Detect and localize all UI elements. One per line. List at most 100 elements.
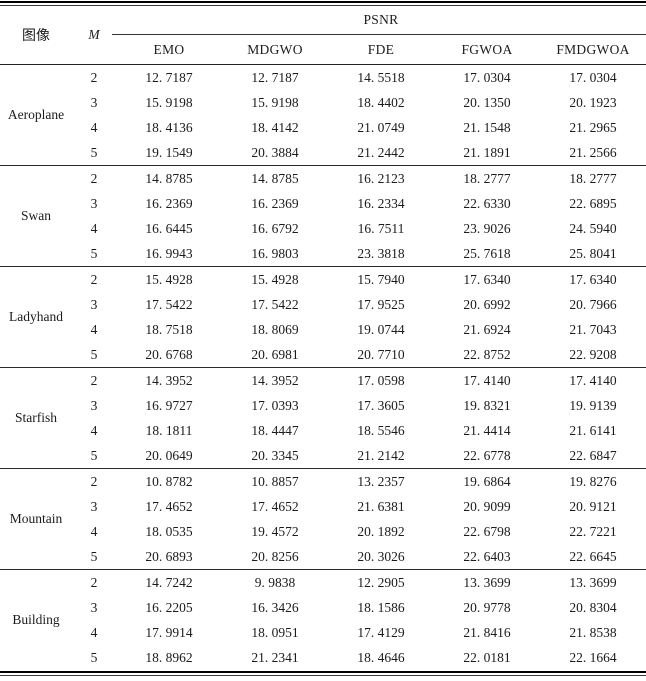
psnr-value: 21. 0749 — [357, 119, 405, 135]
psnr-value: 16. 9803 — [251, 245, 299, 261]
psnr-value: 17. 6340 — [463, 271, 511, 287]
image-name-label: Starfish — [15, 410, 57, 425]
column-header-emo: EMO — [153, 41, 185, 57]
column-header-fgwoa: FGWOA — [461, 41, 513, 57]
column-header-m: M — [88, 27, 100, 42]
psnr-value: 14. 3952 — [251, 372, 299, 388]
psnr-value: 20. 1892 — [357, 523, 405, 539]
m-value: 4 — [90, 422, 98, 438]
psnr-value: 21. 2965 — [569, 119, 617, 135]
psnr-value: 21. 8416 — [463, 624, 511, 640]
psnr-value: 9. 9838 — [254, 574, 296, 590]
psnr-value: 16. 2205 — [145, 599, 193, 615]
psnr-value: 22. 0181 — [463, 649, 511, 665]
psnr-value: 20. 0649 — [145, 447, 193, 463]
psnr-value: 18. 7518 — [145, 321, 193, 337]
m-value: 3 — [90, 599, 98, 615]
psnr-value: 18. 1586 — [357, 599, 405, 615]
psnr-value: 20. 7966 — [569, 296, 617, 312]
psnr-value: 18. 4447 — [251, 422, 299, 438]
section-swan: Swan 2 14. 8785 14. 8785 16. 2123 18. 2777 18.… — [0, 165, 646, 266]
psnr-value: 20. 3884 — [251, 144, 299, 160]
psnr-value: 16. 6445 — [145, 220, 193, 236]
psnr-value: 10. 8782 — [145, 473, 193, 489]
psnr-value: 24. 5940 — [569, 220, 617, 236]
psnr-value: 21. 6141 — [569, 422, 617, 438]
psnr-value: 17. 0304 — [569, 69, 617, 85]
psnr-value: 18. 0535 — [145, 523, 193, 539]
psnr-value: 17. 5422 — [145, 296, 193, 312]
psnr-value: 21. 4414 — [463, 422, 511, 438]
psnr-value: 13. 2357 — [357, 473, 405, 489]
psnr-value: 18. 4136 — [145, 119, 193, 135]
psnr-value: 14. 8785 — [145, 170, 193, 186]
psnr-value: 20. 9099 — [463, 498, 511, 514]
psnr-value: 23. 3818 — [357, 245, 405, 261]
psnr-value: 17. 5422 — [251, 296, 299, 312]
psnr-value: 14. 3952 — [145, 372, 193, 388]
psnr-value: 22. 6895 — [569, 195, 617, 211]
psnr-value: 19. 8276 — [569, 473, 617, 489]
m-value: 3 — [90, 195, 98, 211]
image-name-label: Aeroplane — [7, 107, 65, 122]
section-building: Building 2 14. 7242 9. 9838 12. 2905 13. 3699… — [0, 569, 646, 670]
m-value: 5 — [90, 548, 98, 564]
psnr-value: 12. 7187 — [251, 69, 299, 85]
psnr-value: 17. 0598 — [357, 372, 405, 388]
psnr-value: 19. 0744 — [357, 321, 405, 337]
section-starfish: Starfish 2 14. 3952 14. 3952 17. 0598 17. 414… — [0, 367, 646, 468]
psnr-value: 20. 1350 — [463, 94, 511, 110]
psnr-value: 17. 4652 — [251, 498, 299, 514]
table-bottom-rule — [0, 671, 646, 676]
psnr-value: 17. 9914 — [145, 624, 193, 640]
psnr-value: 16. 9943 — [145, 245, 193, 261]
column-header-fde: FDE — [367, 41, 395, 57]
psnr-value: 16. 7511 — [357, 220, 405, 236]
psnr-value: 17. 3605 — [357, 397, 405, 413]
psnr-value: 22. 6798 — [463, 523, 511, 539]
psnr-value: 18. 1811 — [145, 422, 193, 438]
psnr-value: 15. 4928 — [145, 271, 193, 287]
psnr-value: 19. 8321 — [463, 397, 511, 413]
psnr-value: 18. 4646 — [357, 649, 405, 665]
top-rule-thin-line — [0, 5, 646, 6]
psnr-value: 20. 6981 — [251, 346, 299, 362]
m-value: 4 — [90, 624, 98, 640]
psnr-value: 17. 4129 — [357, 624, 405, 640]
psnr-value: 22. 7221 — [569, 523, 617, 539]
psnr-value: 18. 0951 — [251, 624, 299, 640]
psnr-value: 16. 2123 — [357, 170, 405, 186]
m-value: 4 — [90, 220, 98, 236]
image-name-label: Swan — [21, 208, 51, 223]
psnr-value: 15. 9198 — [251, 94, 299, 110]
m-value: 5 — [90, 144, 98, 160]
psnr-value: 21. 2442 — [357, 144, 405, 160]
psnr-value: 22. 8752 — [463, 346, 511, 362]
section-ladyhand: Ladyhand 2 15. 4928 15. 4928 15. 7940 17. 634… — [0, 266, 646, 367]
header-bottom-rule — [0, 64, 646, 65]
psnr-value: 21. 1891 — [463, 144, 511, 160]
m-value: 3 — [90, 296, 98, 312]
psnr-value: 13. 3699 — [463, 574, 511, 590]
m-value: 5 — [90, 346, 98, 362]
psnr-value: 18. 2777 — [463, 170, 511, 186]
psnr-value: 20. 3026 — [357, 548, 405, 564]
psnr-value: 16. 2369 — [145, 195, 193, 211]
psnr-value: 14. 5518 — [357, 69, 405, 85]
m-value: 5 — [90, 245, 98, 261]
column-header-fmdgwoa: FMDGWOA — [556, 41, 630, 57]
m-value: 2 — [90, 170, 98, 186]
psnr-value: 17. 0304 — [463, 69, 511, 85]
psnr-value: 21. 2341 — [251, 649, 299, 665]
algorithm-header-row: EMO MDGWO FDE FGWOA FMDGWOA — [116, 35, 646, 64]
m-value: 5 — [90, 649, 98, 665]
image-name-label: Mountain — [9, 511, 63, 526]
psnr-value: 19. 4572 — [251, 523, 299, 539]
psnr-value: 17. 4652 — [145, 498, 193, 514]
psnr-value: 18. 2777 — [569, 170, 617, 186]
psnr-value: 16. 3426 — [251, 599, 299, 615]
psnr-value: 20. 9778 — [463, 599, 511, 615]
column-header-image: 图像 — [22, 29, 50, 44]
psnr-value: 15. 7940 — [357, 271, 405, 287]
psnr-value: 20. 7710 — [357, 346, 405, 362]
